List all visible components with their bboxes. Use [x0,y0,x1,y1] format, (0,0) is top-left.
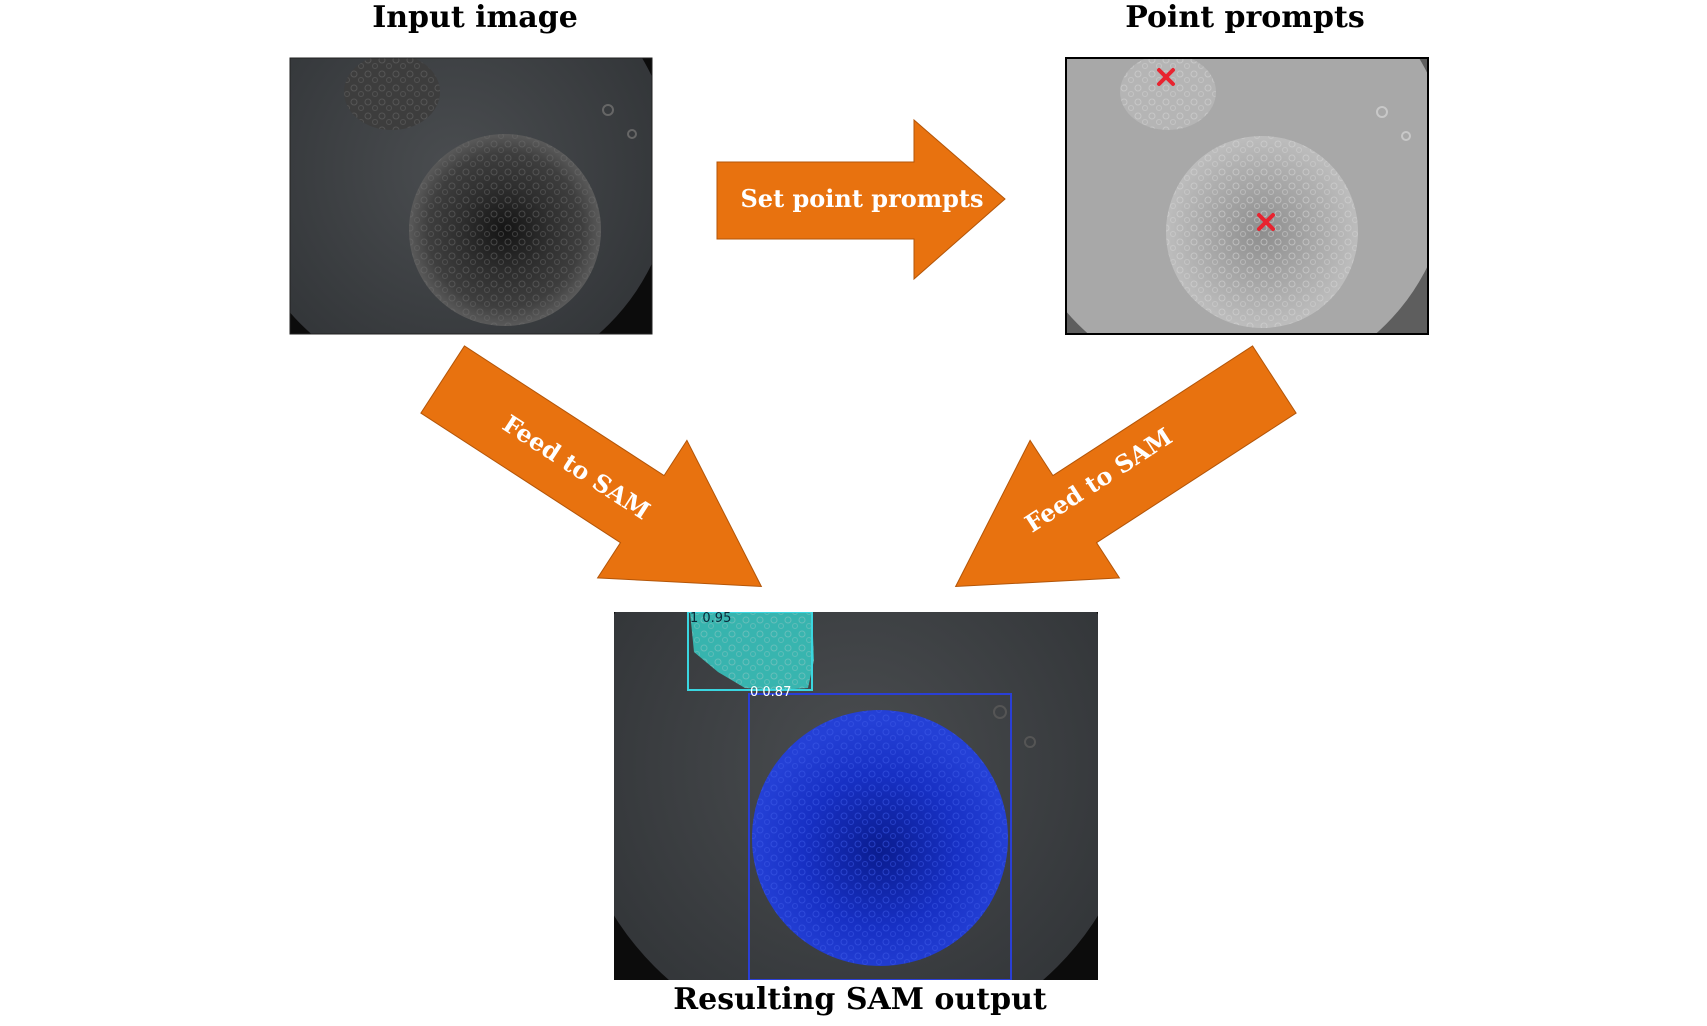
detection-label-0: 0 0.87 [750,685,791,700]
input-image-title: Input image [372,0,578,35]
set-point-prompts-arrow: Set point prompts [716,118,1006,281]
prompt-marker-large [1257,213,1275,231]
point-prompts-panel [1066,58,1428,334]
sam-output-title: Resulting SAM output [673,982,1047,1017]
input-image-panel [290,58,652,334]
set-point-prompts-label: Set point prompts [740,184,983,213]
detection-box-1 [687,612,813,691]
feed-to-sam-arrow-right [954,345,1297,588]
prompt-marker-small [1157,68,1175,86]
feed-to-sam-arrow-left: Feed to SAM [420,345,763,588]
detection-label-1: 1 0.95 [690,611,731,626]
point-prompts-title: Point prompts [1125,0,1365,35]
detection-box-0 [748,693,1012,980]
sam-output-panel: 1 0.95 0 0.87 [614,611,1098,980]
